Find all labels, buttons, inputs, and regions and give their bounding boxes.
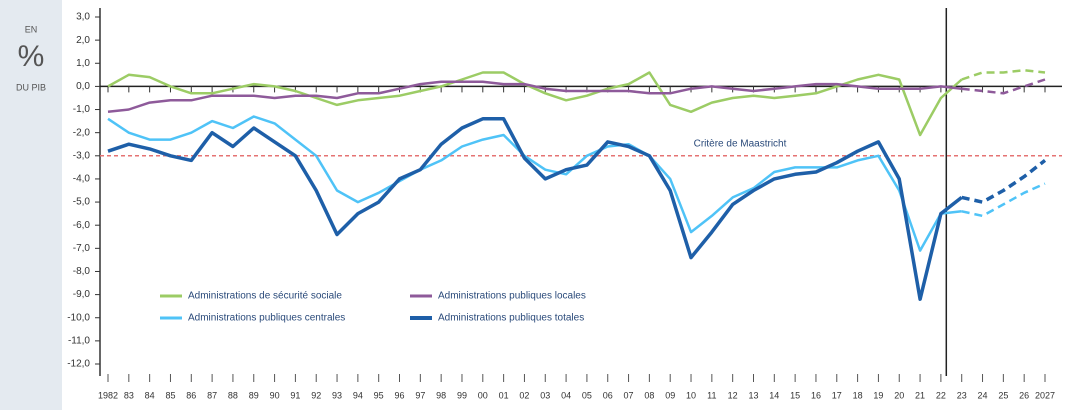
x-tick-label: 17: [832, 390, 842, 400]
series-forecast-line: [961, 159, 1047, 204]
y-tick-label: -4,0: [73, 174, 91, 185]
series-line: [107, 80, 962, 114]
x-tick-label: 90: [270, 390, 280, 400]
x-tick-label: 98: [436, 390, 446, 400]
x-tick-label: 84: [145, 390, 155, 400]
legend-label: Administrations publiques locales: [438, 291, 586, 302]
y-tick-label: 3,0: [76, 12, 90, 23]
y-tick-label: -12,0: [67, 359, 90, 370]
x-tick-label: 94: [353, 390, 363, 400]
x-tick-label: 07: [624, 390, 634, 400]
x-tick-label: 2027: [1035, 390, 1055, 400]
series-forecast-line: [961, 78, 1046, 95]
y-tick-label: 2,0: [76, 35, 90, 46]
y-tick-label: -11,0: [68, 336, 90, 347]
x-tick-label: 04: [561, 390, 571, 400]
reference-label: Critère de Maastricht: [694, 138, 787, 149]
x-tick-label: 06: [603, 390, 613, 400]
x-tick-label: 22: [936, 390, 946, 400]
x-tick-label: 93: [332, 390, 342, 400]
x-tick-label: 15: [790, 390, 800, 400]
x-tick-label: 02: [519, 390, 529, 400]
x-tick-label: 00: [478, 390, 488, 400]
series-line: [107, 117, 963, 301]
x-tick-label: 86: [186, 390, 196, 400]
series-line: [107, 115, 962, 252]
x-tick-label: 18: [853, 390, 863, 400]
y-tick-label: -5,0: [73, 197, 91, 208]
x-tick-label: 23: [957, 390, 967, 400]
series-forecast-line: [961, 68, 1046, 81]
x-tick-label: 14: [769, 390, 779, 400]
x-tick-label: 08: [644, 390, 654, 400]
y-tick-label: -1,0: [73, 104, 91, 115]
x-tick-label: 25: [998, 390, 1008, 400]
legend-label: Administrations de sécurité sociale: [188, 291, 342, 302]
series-forecast-line: [961, 182, 1046, 218]
x-tick-label: 09: [665, 390, 675, 400]
x-tick-label: 21: [915, 390, 925, 400]
unit-top: EN: [25, 24, 38, 34]
y-tick-label: -2,0: [73, 127, 91, 138]
x-tick-label: 01: [499, 390, 509, 400]
series-line: [107, 71, 963, 137]
x-tick-label: 19: [873, 390, 883, 400]
y-tick-label: -8,0: [73, 266, 91, 277]
x-tick-label: 87: [207, 390, 217, 400]
y-tick-label: -10,0: [67, 312, 90, 323]
x-tick-label: 11: [707, 390, 716, 400]
y-tick-label: -3,0: [73, 150, 91, 161]
x-tick-label: 89: [249, 390, 259, 400]
x-tick-label: 97: [415, 390, 425, 400]
unit-main: %: [18, 40, 45, 73]
x-tick-label: 05: [582, 390, 592, 400]
x-tick-label: 10: [686, 390, 696, 400]
x-tick-label: 95: [374, 390, 384, 400]
x-tick-label: 24: [978, 390, 988, 400]
x-tick-label: 99: [457, 390, 467, 400]
x-tick-label: 03: [540, 390, 550, 400]
x-tick-label: 12: [728, 390, 738, 400]
x-tick-label: 83: [124, 390, 134, 400]
side-band: [0, 0, 62, 410]
y-tick-label: -6,0: [73, 220, 91, 231]
y-tick-label: -7,0: [73, 243, 91, 254]
x-tick-label: 20: [894, 390, 904, 400]
x-tick-label: 1982: [98, 390, 118, 400]
x-tick-label: 88: [228, 390, 238, 400]
legend-label: Administrations publiques totales: [438, 313, 584, 324]
y-tick-label: -9,0: [73, 289, 91, 300]
x-tick-label: 26: [1019, 390, 1029, 400]
x-tick-label: 92: [311, 390, 321, 400]
x-tick-label: 91: [290, 390, 300, 400]
legend-label: Administrations publiques centrales: [188, 313, 345, 324]
x-tick-label: 96: [395, 390, 405, 400]
x-tick-label: 85: [165, 390, 175, 400]
unit-bottom: DU PIB: [16, 82, 46, 92]
y-tick-label: 1,0: [76, 58, 90, 69]
y-tick-label: 0,0: [76, 81, 90, 92]
x-tick-label: 13: [748, 390, 758, 400]
x-tick-label: 16: [811, 390, 821, 400]
